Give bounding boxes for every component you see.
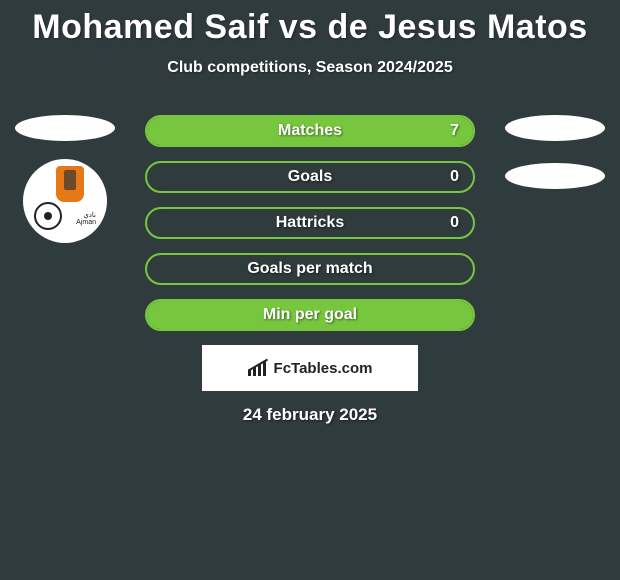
stat-value-left: 7 bbox=[450, 122, 459, 140]
stat-label: Hattricks bbox=[276, 214, 344, 232]
player-left-column: ناديAjman bbox=[10, 115, 120, 243]
stat-label: Goals per match bbox=[247, 260, 372, 278]
stat-rows-container: Matches 7 Goals 0 Hattricks 0 Goals per match M… bbox=[145, 115, 475, 331]
player-left-avatar-placeholder bbox=[15, 115, 115, 141]
player-right-column bbox=[500, 115, 610, 207]
fctables-logo-icon bbox=[248, 360, 268, 376]
stat-value-right: 0 bbox=[450, 168, 459, 186]
stat-row: Goals per match bbox=[145, 253, 475, 285]
stat-label: Matches bbox=[278, 122, 342, 140]
player-left-club-logo: ناديAjman bbox=[23, 159, 107, 243]
stat-row: Goals 0 bbox=[145, 161, 475, 193]
attribution-box: FcTables.com bbox=[202, 345, 418, 391]
stat-row: Hattricks 0 bbox=[145, 207, 475, 239]
stat-label: Goals bbox=[288, 168, 332, 186]
attribution-text: FcTables.com bbox=[274, 360, 373, 377]
page-title: Mohamed Saif vs de Jesus Matos bbox=[0, 0, 620, 47]
page-subtitle: Club competitions, Season 2024/2025 bbox=[0, 47, 620, 77]
stat-row: Matches 7 bbox=[145, 115, 475, 147]
player-right-avatar-placeholder bbox=[505, 115, 605, 141]
player-right-club-logo-placeholder bbox=[505, 163, 605, 189]
stat-label: Min per goal bbox=[263, 306, 357, 324]
stat-value-right: 0 bbox=[450, 214, 459, 232]
comparison-area: ناديAjman Matches7Goals0Hattricks0Goals … bbox=[0, 115, 620, 425]
ajman-club-logo-icon: ناديAjman bbox=[28, 164, 102, 238]
stat-row: Min per goal bbox=[145, 299, 475, 331]
date-text: 24 february 2025 bbox=[0, 405, 620, 425]
